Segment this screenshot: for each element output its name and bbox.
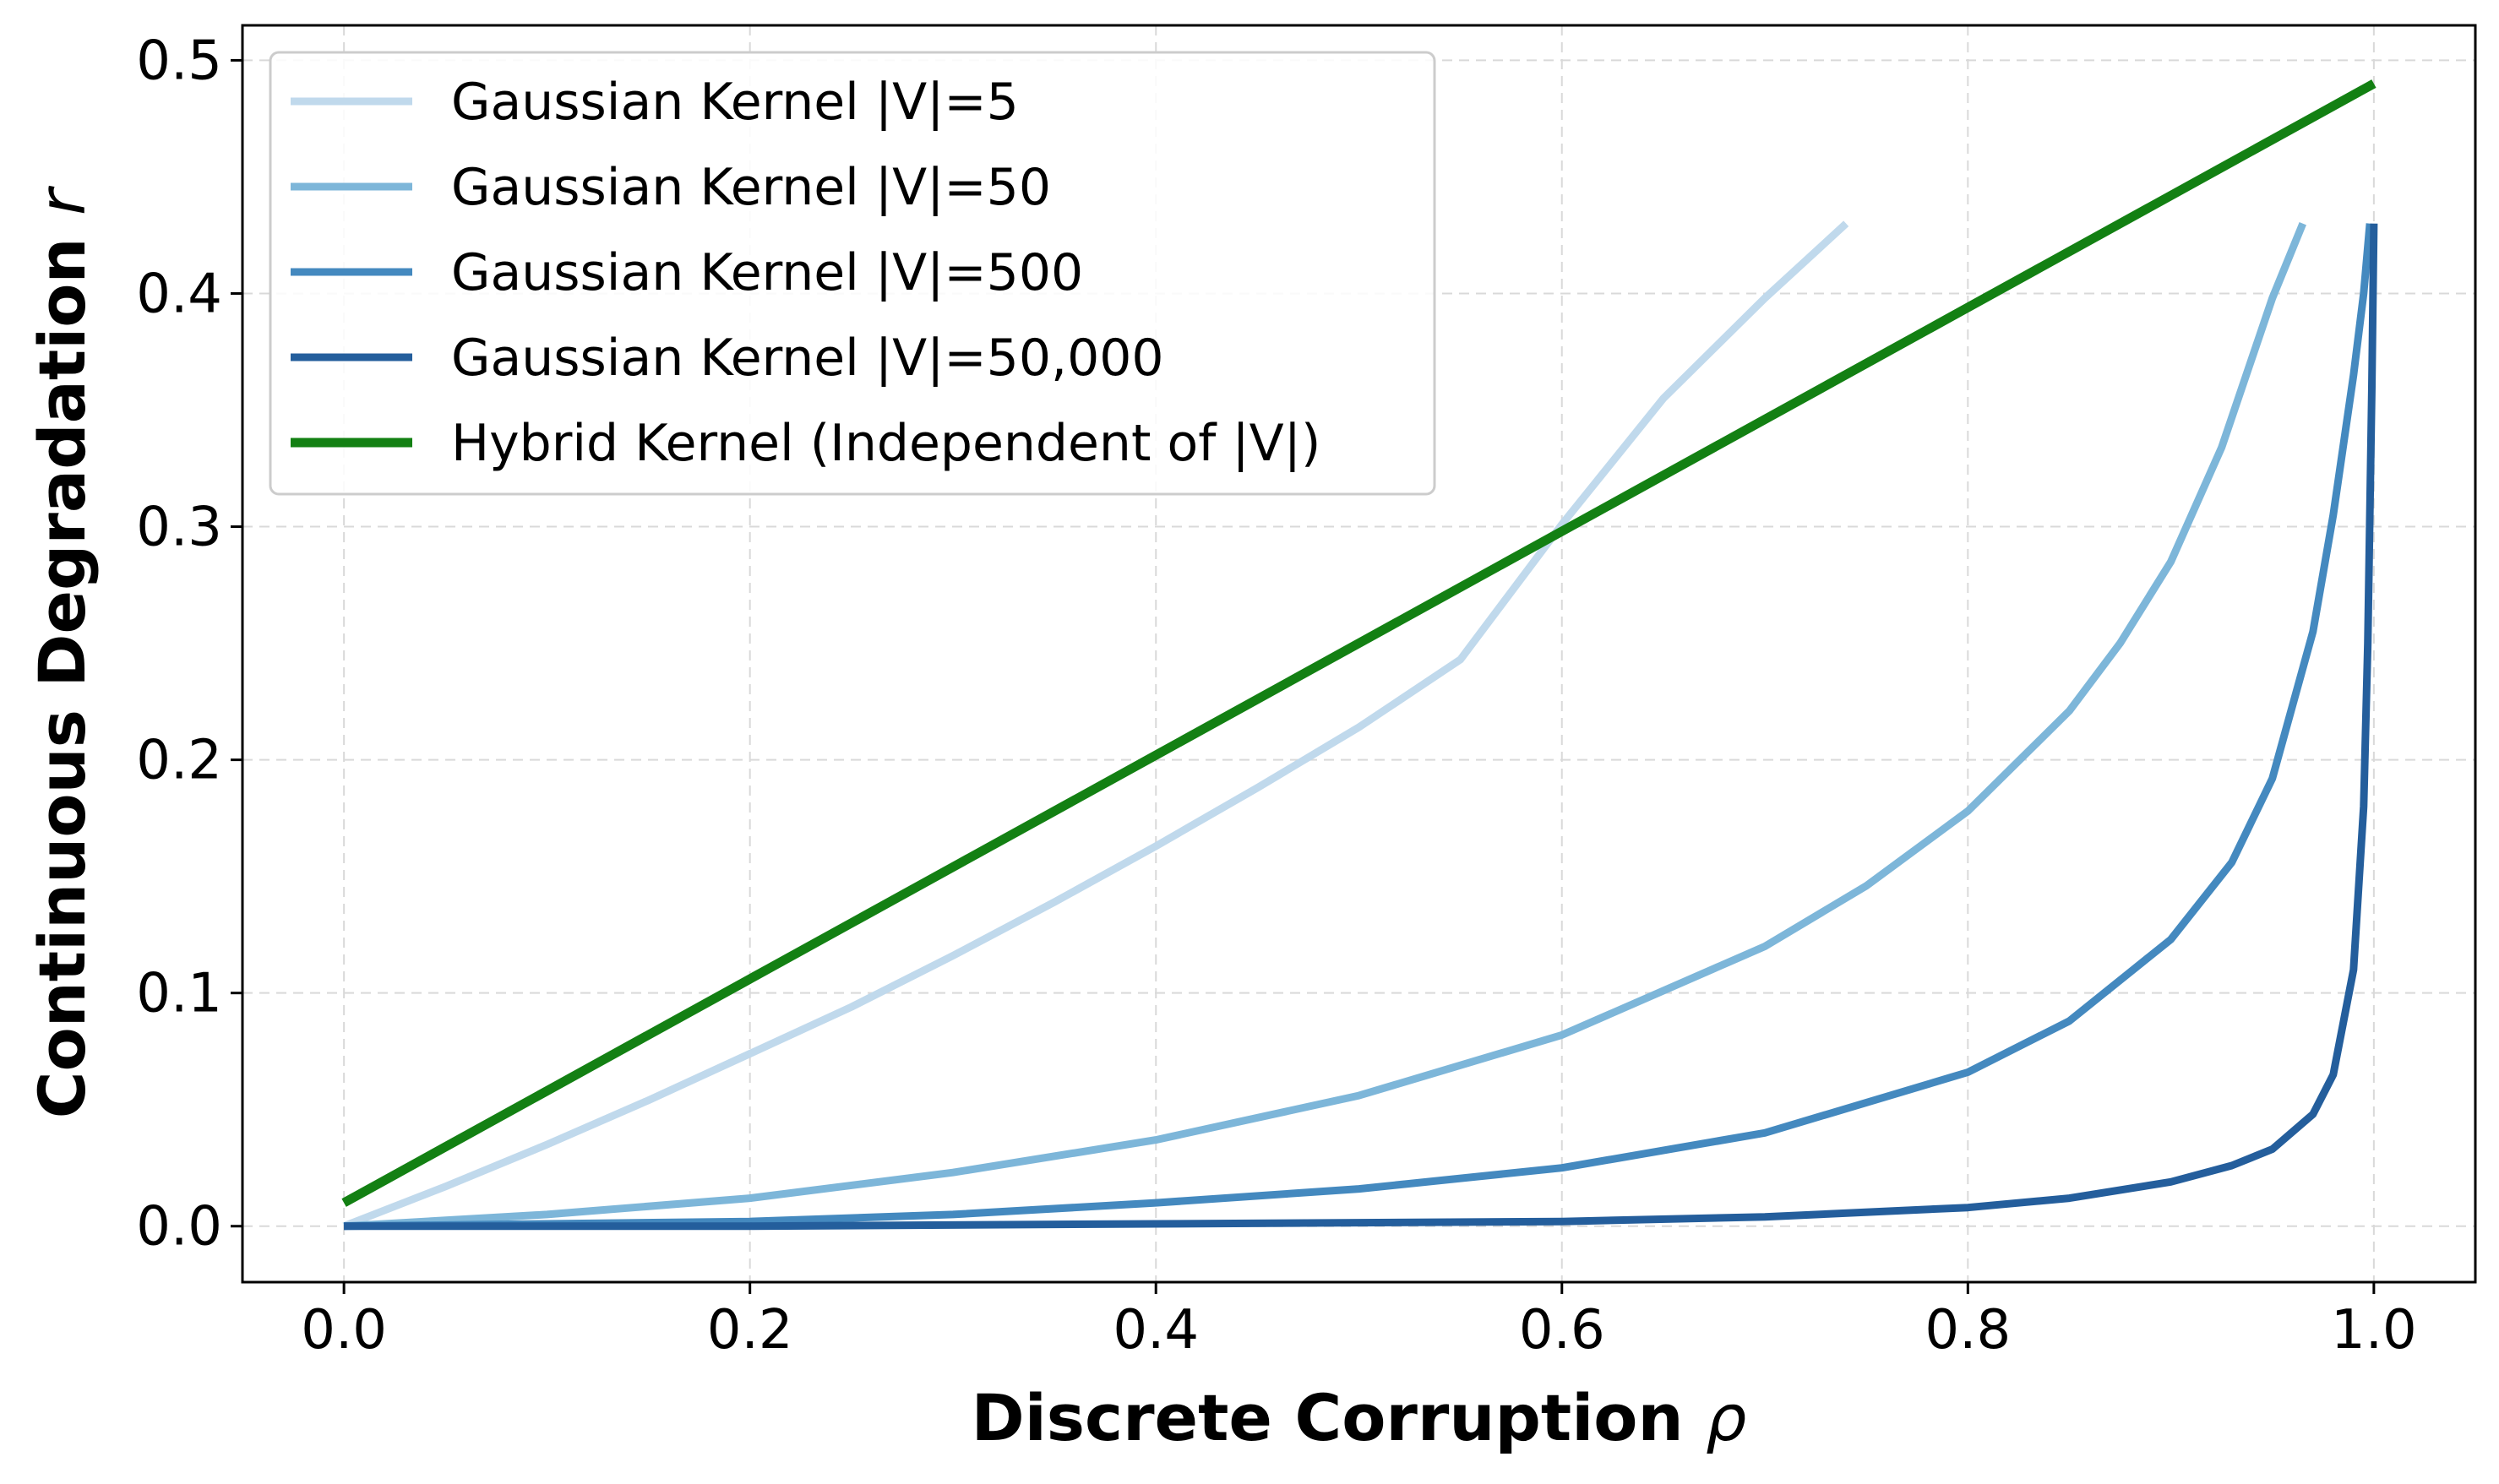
x-axis-symbol: ρ: [1706, 1380, 1746, 1455]
legend-label: Hybrid Kernel (Independent of |V|): [451, 414, 1320, 473]
legend-label: Gaussian Kernel |V|=5: [451, 73, 1019, 132]
x-axis-label: Discrete Corruption ρ: [972, 1380, 1747, 1455]
series-line-4: [344, 223, 2378, 1231]
y-tick-label: 0.0: [136, 1196, 222, 1258]
y-tick-label: 0.4: [136, 263, 222, 325]
y-axis-label: Continuous Degradation r: [24, 185, 100, 1118]
y-axis-label-text: Continuous Degradation: [24, 237, 100, 1118]
legend-box: [269, 51, 1436, 496]
y-tick-label: 0.1: [136, 963, 222, 1025]
y-tick-label: 0.2: [136, 730, 222, 792]
series-layer: [341, 79, 2378, 1231]
y-axis-symbol: r: [24, 185, 100, 215]
axis-ticks: 0.0 0.2 0.4 0.6 0.8 1.0 0.0 0.1 0.2 0.3 0.4 0.5: [136, 30, 2417, 1362]
series-line-1: [342, 220, 1849, 1230]
legend-label: Gaussian Kernel |V|=500: [451, 243, 1083, 302]
x-tick-label: 0.8: [1925, 1299, 2011, 1362]
legend-label: Gaussian Kernel |V|=50,000: [451, 329, 1164, 388]
series-line-3: [344, 223, 2374, 1231]
x-tick-label: 0.0: [301, 1299, 387, 1362]
legend: Gaussian Kernel |V|=5 Gaussian Kernel |V|…: [269, 51, 1436, 496]
legend-label: Gaussian Kernel |V|=50: [451, 158, 1051, 217]
plot-frame: [241, 24, 2477, 1284]
x-tick-label: 0.6: [1519, 1299, 1605, 1362]
series-line-5: [341, 79, 2376, 1207]
x-tick-label: 0.4: [1113, 1299, 1199, 1362]
x-tick-label: 1.0: [2331, 1299, 2417, 1362]
x-tick-label: 0.2: [707, 1299, 793, 1362]
x-axis-label-text: Discrete Corruption: [972, 1380, 1684, 1455]
y-tick-label: 0.3: [136, 497, 222, 559]
series-line-2: [343, 221, 2306, 1231]
y-tick-label: 0.5: [136, 30, 222, 92]
